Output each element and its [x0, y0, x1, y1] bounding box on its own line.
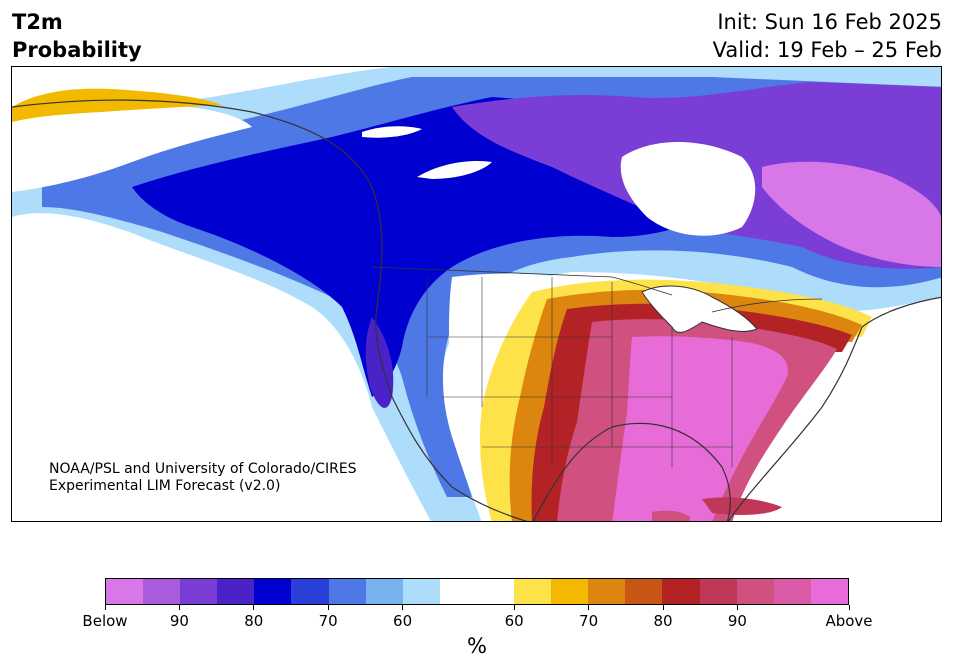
below-normal-violet: [762, 161, 941, 267]
forecast-map: [11, 66, 942, 522]
colorbar-tick-label: 60: [504, 612, 524, 630]
colorbar-tick-label: 70: [318, 612, 338, 630]
credit-text: NOAA/PSL and University of Colorado/CIRE…: [49, 461, 357, 495]
colorbar-segment: [439, 579, 477, 604]
colorbar-tick-label: Above: [825, 612, 873, 630]
alaska-neutral: [12, 103, 252, 192]
great-lakes: [641, 285, 758, 333]
colorbar-tick-label: 90: [727, 612, 747, 630]
colorbar-segment: [662, 579, 700, 604]
colorbar-tick: [178, 605, 180, 610]
west-coast-purple: [365, 317, 394, 408]
colorbar-segment: [551, 579, 589, 604]
colorbar-segment: [588, 579, 626, 604]
credit-line-1: NOAA/PSL and University of Colorado/CIRE…: [49, 461, 357, 477]
colorbar-tick: [402, 605, 404, 610]
colorbar-tick: [736, 605, 738, 610]
alaska-warm: [12, 88, 222, 122]
colorbar-tick: [848, 605, 850, 610]
colorbar-tick: [327, 605, 329, 610]
caribbean-warm: [702, 497, 782, 515]
colorbar-units: %: [467, 634, 487, 658]
colorbar-tick: [253, 605, 255, 610]
colorbar-tick: [662, 605, 664, 610]
state-borders: [426, 277, 733, 467]
colorbar-segment: [143, 579, 181, 604]
colorbar-tick-label: Below: [82, 612, 128, 630]
colorbar-segment: [476, 579, 515, 604]
colorbar-segment: [736, 579, 774, 604]
colorbar-segment: [217, 579, 255, 604]
date-info: Init: Sun 16 Feb 2025 Valid: 19 Feb – 25…: [713, 8, 942, 64]
colorbar-segment: [810, 579, 848, 604]
colorbar-tick-label: 80: [244, 612, 264, 630]
great-bear-lake: [362, 126, 422, 138]
above-normal-magenta: [612, 336, 788, 521]
colorbar-tick-label: 70: [579, 612, 599, 630]
colorbar-tick-label: 90: [169, 612, 189, 630]
variable-label: T2m: [12, 10, 63, 34]
colorbar-segment: [180, 579, 218, 604]
hudson-bay: [620, 142, 756, 236]
colorbar-tick: [588, 605, 590, 610]
credit-line-2: Experimental LIM Forecast (v2.0): [49, 478, 281, 494]
colorbar-segment: [365, 579, 403, 604]
colorbar-segment: [402, 579, 440, 604]
map-canvas: [12, 67, 941, 521]
init-date: Init: Sun 16 Feb 2025: [717, 10, 942, 34]
colorbar: [105, 578, 849, 605]
colorbar-tick: [513, 605, 515, 610]
colorbar-tick-label: 80: [653, 612, 673, 630]
great-slave-lake: [417, 160, 492, 179]
us-canada-border: [371, 266, 823, 313]
colorbar-segment: [625, 579, 663, 604]
colorbar-tick-label: 60: [393, 612, 413, 630]
colorbar-segment: [514, 579, 552, 604]
valid-date: Valid: 19 Feb – 25 Feb: [712, 38, 942, 62]
colorbar-segment: [773, 579, 811, 604]
colorbar-segment: [699, 579, 737, 604]
map-title: T2m Probability: [12, 8, 142, 64]
colorbar-segment: [328, 579, 366, 604]
mexico-pink: [652, 510, 690, 521]
colorbar-segment: [291, 579, 329, 604]
colorbar-segment: [106, 579, 144, 604]
colorbar-segment: [254, 579, 292, 604]
product-label: Probability: [12, 38, 142, 62]
colorbar-tick: [104, 605, 106, 610]
